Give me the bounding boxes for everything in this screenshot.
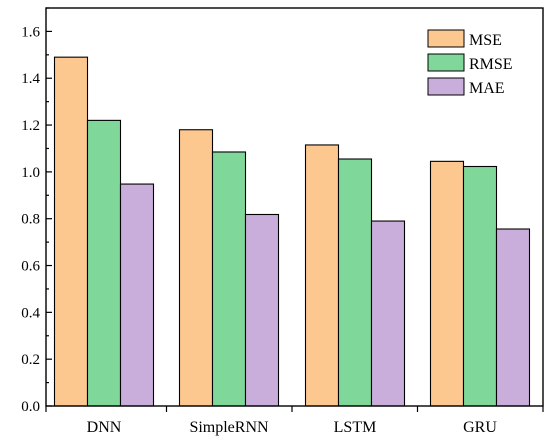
x-tick-label-lstm: LSTM — [334, 419, 377, 436]
bar-mae-lstm — [370, 220, 406, 407]
legend: MSE RMSE MAE — [427, 29, 513, 97]
bar-mse-gru — [429, 160, 465, 407]
bars-layer — [53, 56, 531, 407]
legend-swatch-mae — [427, 77, 465, 96]
legend-label-mse: MSE — [469, 32, 502, 49]
bar-rmse-dnn — [86, 119, 122, 407]
bar-mae-dnn — [119, 183, 155, 407]
bar-mae-simplernn — [244, 213, 280, 407]
y-tick-label: 0.4 — [21, 305, 40, 321]
bar-mse-dnn — [53, 56, 89, 407]
bar-rmse-simplernn — [211, 151, 247, 407]
y-tick-label: 0.6 — [21, 259, 40, 275]
bar-mae-gru — [495, 228, 531, 407]
x-tick-label-dnn: DNN — [87, 419, 122, 436]
x-tick-label-gru: GRU — [463, 419, 497, 436]
y-tick-label: 1.6 — [21, 24, 40, 40]
y-tick-label: 0.8 — [21, 212, 40, 228]
y-tick-label: 1.0 — [21, 165, 40, 181]
bar-mse-lstm — [304, 144, 340, 407]
y-tick-label: 1.4 — [21, 71, 40, 87]
plot-frame — [45, 7, 544, 407]
x-tick-label-simplernn: SimpleRNN — [189, 419, 269, 436]
legend-label-mae: MAE — [469, 80, 505, 97]
axes-layer: 0.0 0.2 0.4 0.6 0.8 1.0 1.2 1.4 1.6 DNN SimpleRNN L… — [21, 7, 544, 436]
y-tick-label: 0.2 — [21, 352, 40, 368]
legend-swatch-rmse — [427, 53, 465, 72]
bar-rmse-lstm — [337, 158, 373, 407]
y-tick-label: 0.0 — [21, 399, 40, 415]
bar-rmse-gru — [462, 165, 498, 407]
y-tick-label: 1.2 — [21, 118, 40, 134]
legend-label-rmse: RMSE — [469, 56, 513, 73]
legend-swatch-mse — [427, 29, 465, 48]
bar-mse-simplernn — [178, 129, 214, 407]
